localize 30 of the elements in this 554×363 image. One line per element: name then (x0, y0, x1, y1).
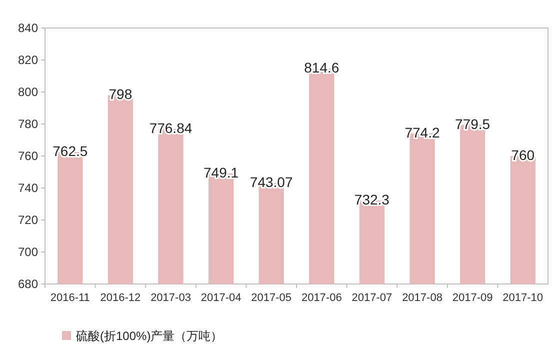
x-tick-label: 2017-08 (402, 292, 442, 304)
x-tick-label: 2017-06 (301, 292, 342, 304)
data-label: 762.5 (52, 143, 88, 159)
x-tick-label: 2017-04 (200, 292, 242, 304)
x-tick-label: 2017-10 (502, 292, 544, 304)
y-tick-label: 760 (18, 149, 38, 163)
data-label: 814.6 (304, 60, 340, 76)
y-tick-label: 800 (18, 85, 38, 99)
y-tick-label: 720 (18, 213, 38, 227)
data-label: 732.3 (354, 191, 390, 208)
y-tick-label: 740 (18, 181, 38, 195)
x-tick-label: 2017-07 (352, 292, 392, 304)
x-tick-label: 2017-05 (251, 292, 292, 304)
data-label: 774.2 (404, 124, 440, 140)
y-tick-label: 680 (18, 277, 38, 291)
x-tick-label: 2017-03 (150, 292, 191, 304)
y-tick-label: 700 (18, 245, 38, 259)
y-tick-label: 840 (18, 21, 38, 35)
y-tick-label: 820 (18, 53, 38, 67)
data-label: 798 (108, 86, 132, 102)
data-label: 749.1 (204, 164, 239, 180)
y-tick-label: 780 (18, 117, 38, 131)
data-label: 760 (511, 147, 535, 163)
data-label: 779.5 (455, 116, 490, 132)
data-label: 743.07 (250, 174, 293, 190)
x-tick-label: 2017-09 (452, 292, 493, 304)
x-tick-label: 2016-11 (50, 292, 90, 304)
legend-label: 硫酸(折100%)产量（万吨） (76, 329, 223, 343)
data-label: 776.84 (149, 120, 192, 136)
x-tick-label: 2016-12 (100, 292, 141, 304)
